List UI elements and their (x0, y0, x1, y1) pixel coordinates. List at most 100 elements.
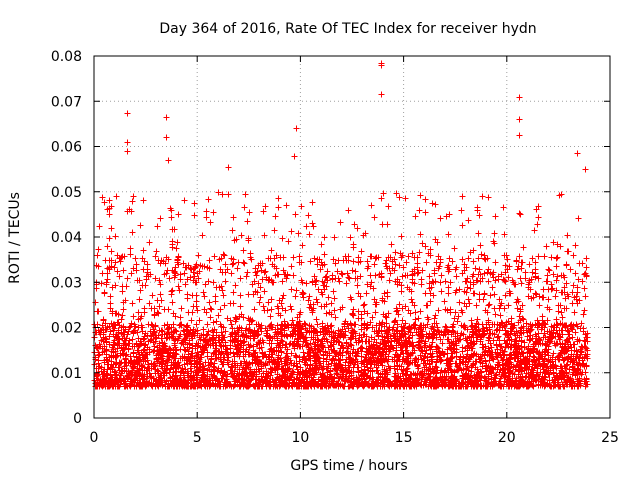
data-point (300, 349, 307, 356)
data-point (415, 315, 422, 322)
data-point (284, 333, 291, 340)
data-point (347, 341, 354, 348)
data-point (522, 269, 529, 276)
data-point (516, 210, 523, 217)
data-point (129, 300, 136, 307)
data-point (409, 250, 416, 257)
data-point (549, 285, 556, 292)
data-point (292, 211, 299, 218)
data-point (540, 286, 547, 293)
data-point (181, 270, 188, 277)
data-point (94, 252, 101, 259)
data-point (212, 298, 219, 305)
data-point (469, 345, 476, 352)
data-point (206, 299, 213, 306)
data-point (368, 279, 375, 286)
data-point (535, 214, 542, 221)
data-point (484, 269, 491, 276)
data-point (351, 221, 358, 228)
data-point (465, 255, 472, 262)
data-point (180, 327, 187, 334)
data-point (175, 253, 182, 260)
data-point (581, 285, 588, 292)
data-point (206, 257, 213, 264)
data-point (199, 232, 206, 239)
data-point (584, 338, 591, 345)
data-point (229, 227, 236, 234)
data-point (501, 231, 508, 238)
data-point (445, 290, 452, 297)
data-point (442, 278, 449, 285)
data-point (213, 318, 220, 325)
data-point (313, 277, 320, 284)
data-point (554, 254, 561, 261)
data-point (476, 266, 483, 273)
data-point (478, 251, 485, 258)
data-point (313, 316, 320, 323)
data-point (464, 284, 471, 291)
data-point (246, 209, 253, 216)
data-point (201, 293, 208, 300)
data-point (437, 279, 444, 286)
data-point (157, 291, 164, 298)
data-point (475, 255, 482, 262)
data-point (535, 253, 542, 260)
data-point (241, 204, 248, 211)
data-point (191, 200, 198, 207)
data-point (207, 314, 214, 321)
data-point (280, 292, 287, 299)
data-point (470, 290, 477, 297)
data-point (360, 302, 367, 309)
data-point (230, 214, 237, 221)
data-point (330, 256, 337, 263)
data-point (207, 305, 214, 312)
data-point (330, 288, 337, 295)
data-point (242, 191, 249, 198)
data-point (499, 357, 506, 364)
data-point (398, 233, 405, 240)
data-point (216, 256, 223, 263)
data-point (385, 203, 392, 210)
data-point (196, 317, 203, 324)
data-point (418, 276, 425, 283)
data-point (106, 211, 113, 218)
data-point (495, 333, 502, 340)
data-point (502, 292, 509, 299)
data-point (536, 302, 543, 309)
data-point (400, 264, 407, 271)
data-point (350, 244, 357, 251)
data-point (203, 208, 210, 215)
data-point (96, 223, 103, 230)
data-point (251, 306, 258, 313)
data-point (374, 367, 381, 374)
data-point (552, 293, 559, 300)
data-point (392, 249, 399, 256)
data-point (492, 259, 499, 266)
data-point (261, 232, 268, 239)
data-point (181, 361, 188, 368)
data-point (345, 325, 352, 332)
data-point (309, 199, 316, 206)
data-point (399, 273, 406, 280)
data-point (193, 292, 200, 299)
data-point (303, 280, 310, 287)
data-point (229, 261, 236, 268)
data-point (288, 286, 295, 293)
data-point (225, 191, 232, 198)
data-point (130, 193, 137, 200)
data-point (417, 231, 424, 238)
data-point (124, 275, 131, 282)
data-point (325, 294, 332, 301)
data-point (386, 277, 393, 284)
data-point (210, 319, 217, 326)
data-point (350, 306, 357, 313)
data-point (331, 295, 338, 302)
data-point (396, 194, 403, 201)
data-point (207, 219, 214, 226)
data-point (92, 299, 99, 306)
data-point (559, 314, 566, 321)
data-point (321, 251, 328, 258)
data-point (310, 223, 317, 230)
data-point (485, 278, 492, 285)
data-point (155, 310, 162, 317)
